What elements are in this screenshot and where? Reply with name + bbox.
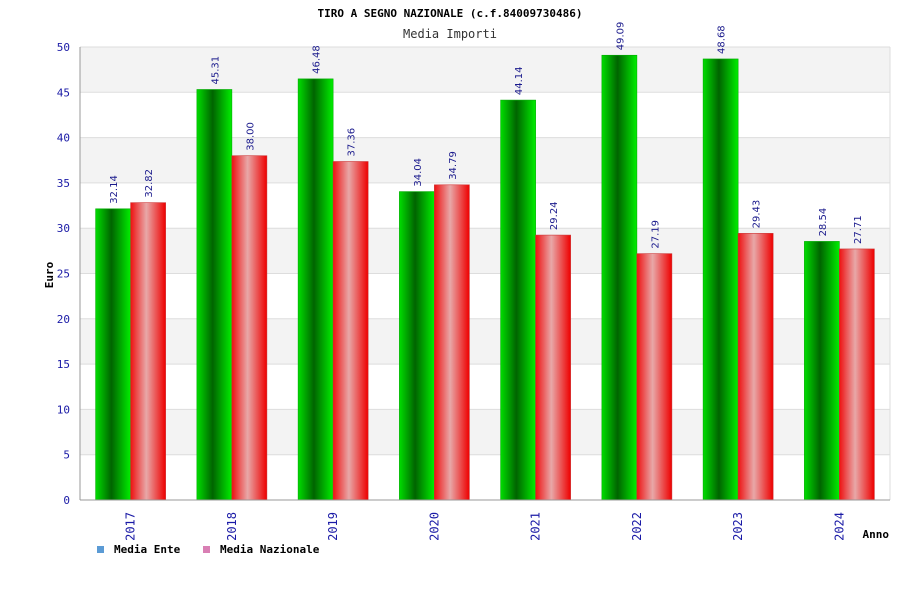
data-label: 37.36 [347, 128, 358, 157]
bar-media-nazionale-2022 [636, 253, 673, 501]
data-label: 28.54 [818, 208, 829, 237]
bars [95, 54, 875, 501]
data-label: 49.09 [615, 22, 626, 51]
x-tick-label: 2020 [427, 512, 441, 541]
y-axis-label: Euro [43, 261, 56, 288]
bar-media-ente-2020 [399, 191, 435, 501]
chart-title: TIRO A SEGNO NAZIONALE (c.f.84009730486) [318, 7, 583, 20]
bar-media-nazionale-2024 [839, 248, 875, 501]
legend: Media Ente Media Nazionale [97, 543, 320, 556]
legend-swatch-media-nazionale [203, 546, 210, 553]
bar-media-ente-2023 [702, 58, 739, 501]
legend-label-media-nazionale: Media Nazionale [220, 543, 320, 556]
x-axis-label: Anno [863, 528, 890, 541]
y-tick-label: 10 [57, 403, 70, 416]
y-tick-label: 45 [57, 86, 70, 99]
x-tick-label: 2023 [731, 512, 745, 541]
x-tick-label: 2018 [225, 512, 239, 541]
y-tick-label: 15 [57, 358, 70, 371]
bar-media-nazionale-2018 [231, 155, 268, 501]
y-tick-label: 30 [57, 222, 70, 235]
bar-media-nazionale-2023 [737, 233, 774, 501]
x-tick-label: 2024 [832, 512, 846, 541]
data-label: 44.14 [514, 66, 525, 95]
y-tick-label: 25 [57, 268, 70, 281]
bar-media-ente-2021 [500, 99, 536, 501]
x-axis-ticks: 2017 2018 2019 2020 2021 2022 2023 2024 [124, 512, 847, 541]
bar-media-ente-2017 [95, 208, 131, 501]
legend-swatch-media-ente [97, 546, 104, 553]
data-label: 32.82 [144, 169, 155, 198]
data-label: 45.31 [210, 56, 221, 85]
bar-media-ente-2018 [196, 89, 233, 501]
y-tick-label: 50 [57, 41, 70, 54]
bar-media-nazionale-2017 [130, 202, 166, 501]
bar-media-ente-2019 [297, 78, 334, 501]
y-tick-label: 0 [63, 494, 70, 507]
data-label: 46.48 [312, 45, 323, 74]
y-tick-label: 40 [57, 132, 70, 145]
y-tick-label: 35 [57, 177, 70, 190]
bar-media-nazionale-2019 [332, 161, 369, 501]
bar-media-ente-2022 [601, 54, 638, 501]
x-tick-label: 2019 [326, 512, 340, 541]
y-tick-label: 5 [63, 449, 70, 462]
data-label: 29.24 [549, 201, 560, 230]
y-tick-label: 20 [57, 313, 70, 326]
bar-media-nazionale-2021 [535, 234, 571, 501]
chart-subtitle: Media Importi [403, 27, 497, 41]
data-label: 48.68 [717, 25, 728, 54]
y-axis-ticks: 0 5 10 15 20 25 30 35 40 45 50 [57, 41, 70, 507]
data-label: 34.79 [448, 151, 459, 180]
x-tick-label: 2017 [124, 512, 138, 541]
x-tick-label: 2022 [630, 512, 644, 541]
data-label: 38.00 [245, 122, 256, 151]
data-labels: 32.14 32.82 45.31 38.00 46.48 37.36 34.04 34.79… [109, 22, 864, 249]
plot-band [80, 47, 890, 93]
bar-media-ente-2024 [804, 241, 840, 501]
data-label: 34.04 [413, 158, 424, 187]
data-label: 32.14 [109, 175, 120, 204]
bar-media-nazionale-2020 [434, 184, 470, 501]
data-label: 27.19 [650, 220, 661, 249]
x-tick-label: 2021 [529, 512, 543, 541]
data-label: 27.71 [853, 215, 864, 244]
legend-label-media-ente: Media Ente [114, 543, 181, 556]
data-label: 29.43 [752, 200, 763, 229]
